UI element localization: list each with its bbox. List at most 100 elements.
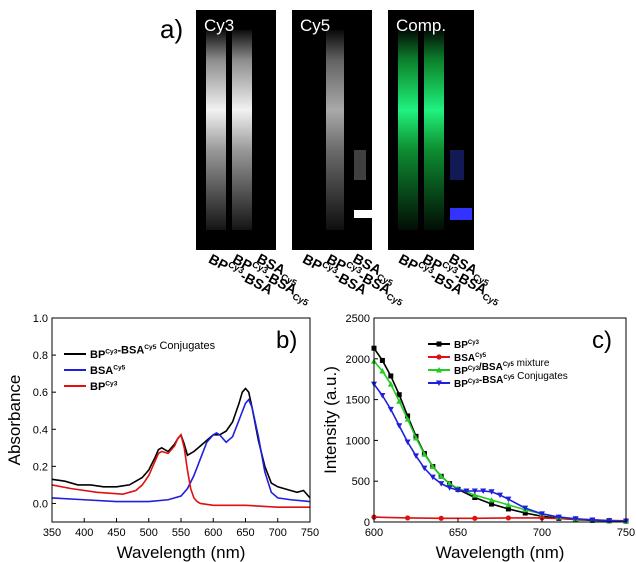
y-tick-label: 500 bbox=[352, 476, 370, 488]
emission-chart: 600 650 700 750 0 500 1000 1500 2000 2500 Waveleng… bbox=[321, 313, 635, 562]
data-point bbox=[396, 392, 402, 398]
legend-text: BP bbox=[90, 381, 105, 393]
legend-superscript: Cy5 bbox=[503, 375, 515, 381]
x-tick-label: 550 bbox=[172, 527, 190, 539]
y-axis-label: Absorbance bbox=[5, 375, 24, 466]
x-tick-label: 750 bbox=[617, 527, 635, 539]
legend-label: BPCy3 bbox=[454, 340, 480, 351]
legend-label: BPCy3/BSACy5 mixture bbox=[454, 358, 550, 377]
legend-marker bbox=[436, 341, 442, 347]
legend-superscript: Cy3 bbox=[468, 379, 480, 385]
legend-superscript: Cy5 bbox=[503, 362, 515, 368]
x-axis-label: Wavelength (nm) bbox=[436, 543, 565, 562]
legend-superscript: Cy5 bbox=[113, 365, 125, 372]
x-tick-label: 600 bbox=[365, 527, 383, 539]
data-point bbox=[438, 473, 445, 479]
data-point bbox=[438, 515, 444, 521]
x-tick-label: 750 bbox=[301, 527, 319, 539]
x-tick-label: 400 bbox=[75, 527, 93, 539]
legend-label: BPCy3 bbox=[90, 381, 118, 393]
x-tick-label: 450 bbox=[107, 527, 125, 539]
legend-superscript: Cy3 bbox=[105, 381, 117, 388]
data-point bbox=[472, 515, 478, 521]
absorbance-chart: 350 400 450 500 550 600 650 700 750 0.0 0.2 0.4 0.6 0… bbox=[5, 313, 319, 562]
x-tick-label: 700 bbox=[269, 527, 287, 539]
data-point bbox=[413, 453, 419, 459]
gel-composite-bands bbox=[398, 30, 472, 230]
series-line bbox=[51, 398, 311, 503]
data-point bbox=[522, 505, 529, 512]
legend-tail: mixture bbox=[514, 358, 550, 369]
y-axis-label: Intensity (a.u.) bbox=[321, 366, 340, 474]
data-point bbox=[379, 393, 386, 399]
data-point bbox=[446, 480, 453, 487]
y-tick-label: 0.0 bbox=[33, 498, 48, 510]
series-line bbox=[51, 387, 311, 499]
panel-letter: c) bbox=[592, 327, 612, 354]
data-point bbox=[505, 506, 511, 512]
data-point bbox=[405, 413, 411, 419]
legend-superscript: Cy3 bbox=[468, 340, 480, 346]
data-point bbox=[446, 485, 453, 491]
legend-tail: Conjugates bbox=[514, 371, 567, 382]
data-point bbox=[522, 510, 528, 516]
data-point bbox=[404, 416, 411, 422]
legend-text: -BSA bbox=[479, 375, 503, 386]
series-line bbox=[51, 433, 310, 508]
legend-text: -BSA bbox=[117, 345, 144, 357]
x-tick-label: 350 bbox=[43, 527, 61, 539]
data-point bbox=[396, 423, 403, 429]
gel-composite: Comp. bbox=[388, 10, 474, 250]
data-point bbox=[396, 398, 403, 404]
data-point bbox=[606, 518, 613, 524]
data-point bbox=[438, 481, 445, 487]
data-point bbox=[379, 368, 386, 374]
data-point bbox=[589, 517, 596, 523]
data-point bbox=[488, 489, 495, 495]
data-point bbox=[379, 357, 385, 363]
legend-label: BPCy3-BSACy5 Conjugates bbox=[454, 371, 568, 390]
y-tick-label: 0.6 bbox=[33, 387, 48, 399]
data-point bbox=[388, 373, 394, 379]
data-point bbox=[539, 515, 545, 521]
legend-marker bbox=[436, 354, 442, 360]
legend-marker bbox=[436, 380, 442, 386]
x-tick-label: 500 bbox=[140, 527, 158, 539]
plot-frame bbox=[373, 317, 627, 523]
data-point bbox=[387, 381, 394, 387]
gel-cy3-bands bbox=[206, 30, 252, 230]
data-point bbox=[429, 463, 436, 470]
y-tick-label: 1000 bbox=[346, 435, 370, 447]
legend-text: BP bbox=[454, 340, 468, 351]
legend-label: BSACy5 bbox=[454, 353, 487, 364]
y-tick-label: 0.2 bbox=[33, 461, 48, 473]
data-point bbox=[555, 514, 562, 521]
panel-letter: b) bbox=[276, 327, 297, 354]
legend-text: BP bbox=[454, 379, 468, 390]
data-point bbox=[455, 487, 461, 494]
data-point bbox=[471, 488, 478, 494]
gel-composite-title: Comp. bbox=[396, 16, 447, 35]
y-tick-label: 1500 bbox=[346, 395, 370, 407]
data-point bbox=[505, 515, 511, 521]
x-tick-label: 700 bbox=[533, 527, 551, 539]
y-tick-label: 0.4 bbox=[33, 424, 48, 436]
legend-text: BSA bbox=[90, 365, 113, 377]
legend-superscript: Cy3 bbox=[105, 349, 117, 356]
data-point bbox=[488, 496, 495, 503]
legend-superscript: Cy5 bbox=[475, 353, 487, 359]
data-point bbox=[539, 511, 545, 517]
legend-text: /BSA bbox=[479, 362, 503, 373]
x-tick-label: 600 bbox=[204, 527, 222, 539]
series-line bbox=[373, 383, 627, 522]
data-point bbox=[404, 439, 411, 446]
data-point bbox=[505, 496, 512, 503]
legend-text: BP bbox=[454, 366, 468, 377]
data-point bbox=[471, 492, 478, 498]
data-point bbox=[489, 501, 495, 507]
gel-cy5: Cy5 bbox=[292, 10, 372, 250]
data-point bbox=[480, 488, 487, 494]
gel-cy3-title: Cy3 bbox=[204, 16, 235, 35]
data-point bbox=[429, 474, 436, 481]
data-point bbox=[387, 406, 394, 413]
